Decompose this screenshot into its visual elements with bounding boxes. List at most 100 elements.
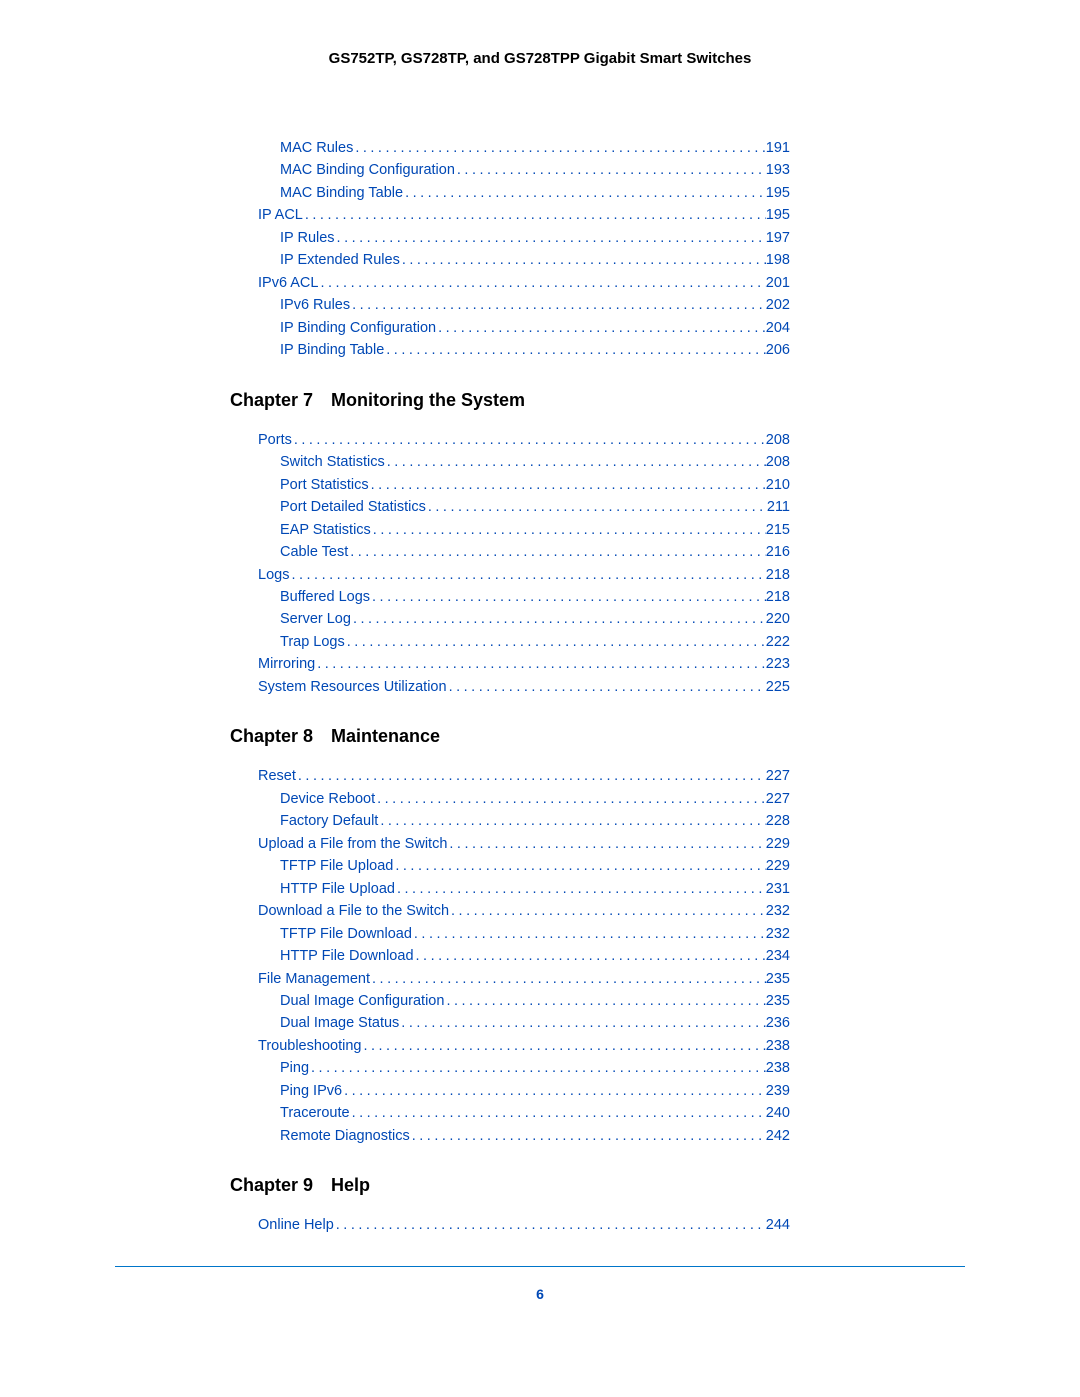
toc-entry-page: 197 [766,227,790,249]
toc-entry-label: Buffered Logs [280,586,370,608]
toc-leader-dots: ........................................… [426,496,767,518]
toc-leader-dots: ........................................… [289,564,765,586]
toc-entry-label: HTTP File Upload [280,878,395,900]
toc-entry[interactable]: Device Reboot...........................… [230,788,790,810]
toc-entry-page: 235 [766,990,790,1012]
toc-entry[interactable]: IPv6 ACL................................… [230,272,790,294]
toc-entry-label: Ping IPv6 [280,1080,342,1102]
toc-leader-dots: ........................................… [444,990,765,1012]
toc-entry[interactable]: Troubleshooting.........................… [230,1035,790,1057]
toc-entry-label: Dual Image Status [280,1012,399,1034]
toc-leader-dots: ........................................… [403,182,766,204]
toc-entry[interactable]: Download a File to the Switch...........… [230,900,790,922]
toc-leader-dots: ........................................… [353,137,765,159]
toc-leader-dots: ........................................… [385,451,766,473]
toc-leader-dots: ........................................… [447,676,766,698]
toc-entry[interactable]: Cable Test..............................… [230,541,790,563]
toc-entry[interactable]: IP Rules................................… [230,227,790,249]
toc-entry[interactable]: Mirroring...............................… [230,653,790,675]
toc-entry[interactable]: Online Help.............................… [230,1214,790,1236]
toc-entry-page: 204 [766,317,790,339]
toc-entry-page: 240 [766,1102,790,1124]
toc-leader-dots: ........................................… [378,810,765,832]
toc-entry-label: Ping [280,1057,309,1079]
toc-entry-label: TFTP File Upload [280,855,393,877]
toc-leader-dots: ........................................… [395,878,766,900]
toc-entry[interactable]: IP Binding Table........................… [230,339,790,361]
toc-entry-page: 220 [766,608,790,630]
toc-leader-dots: ........................................… [412,923,766,945]
toc-entry-label: Dual Image Configuration [280,990,444,1012]
toc-entry-label: Remote Diagnostics [280,1125,410,1147]
toc-leader-dots: ........................................… [303,204,766,226]
toc-leader-dots: ........................................… [292,429,766,451]
toc-entry[interactable]: Ports...................................… [230,429,790,451]
toc-entry[interactable]: MAC Binding Table.......................… [230,182,790,204]
toc-entry[interactable]: Factory Default.........................… [230,810,790,832]
toc-entry[interactable]: IP ACL..................................… [230,204,790,226]
toc-entry-page: 208 [766,429,790,451]
toc-entry-label: Mirroring [258,653,315,675]
toc-entry-page: 215 [766,519,790,541]
toc-leader-dots: ........................................… [399,1012,766,1034]
toc-entry-label: IP ACL [258,204,303,226]
toc-leader-dots: ........................................… [351,608,766,630]
toc-entry[interactable]: HTTP File Download......................… [230,945,790,967]
toc-entry[interactable]: IPv6 Rules..............................… [230,294,790,316]
toc-entry[interactable]: Dual Image Status.......................… [230,1012,790,1034]
toc-entry[interactable]: IP Binding Configuration................… [230,317,790,339]
toc-entry-label: IP Binding Configuration [280,317,436,339]
toc-entry[interactable]: Traceroute..............................… [230,1102,790,1124]
toc-entry[interactable]: Port Statistics.........................… [230,474,790,496]
toc-entry[interactable]: System Resources Utilization............… [230,676,790,698]
toc-leader-dots: ........................................… [447,833,765,855]
toc-entry[interactable]: Ping....................................… [230,1057,790,1079]
toc-entry-page: 195 [766,182,790,204]
toc-leader-dots: ........................................… [369,474,766,496]
toc-entry-page: 242 [766,1125,790,1147]
toc-entry[interactable]: HTTP File Upload........................… [230,878,790,900]
toc-entry-label: IPv6 ACL [258,272,318,294]
toc-leader-dots: ........................................… [371,519,766,541]
toc-entry-label: System Resources Utilization [258,676,447,698]
toc-leader-dots: ........................................… [370,968,766,990]
toc-entry[interactable]: Server Log..............................… [230,608,790,630]
toc-entry[interactable]: Reset...................................… [230,765,790,787]
toc-entry[interactable]: Trap Logs...............................… [230,631,790,653]
toc-entry-label: Device Reboot [280,788,375,810]
toc-entry-page: 236 [766,1012,790,1034]
toc-entry-label: Logs [258,564,289,586]
toc-entry[interactable]: File Management.........................… [230,968,790,990]
toc-entry[interactable]: Remote Diagnostics......................… [230,1125,790,1147]
toc-leader-dots: ........................................… [315,653,766,675]
toc-entry-page: 198 [766,249,790,271]
toc-entry-page: 202 [766,294,790,316]
toc-entry[interactable]: TFTP File Download......................… [230,923,790,945]
toc-entry-label: MAC Binding Configuration [280,159,455,181]
toc-entry[interactable]: Upload a File from the Switch...........… [230,833,790,855]
toc-entry[interactable]: IP Extended Rules.......................… [230,249,790,271]
toc-entry-label: IPv6 Rules [280,294,350,316]
toc-entry[interactable]: MAC Rules...............................… [230,137,790,159]
chapter-heading: Chapter 8 Maintenance [230,726,790,747]
toc-entry[interactable]: Dual Image Configuration................… [230,990,790,1012]
toc-entry[interactable]: Port Detailed Statistics................… [230,496,790,518]
toc-entry-page: 191 [766,137,790,159]
toc-entry-page: 229 [766,833,790,855]
toc-entry[interactable]: Logs....................................… [230,564,790,586]
toc-entry-label: MAC Binding Table [280,182,403,204]
toc-entry[interactable]: Ping IPv6...............................… [230,1080,790,1102]
toc-entry[interactable]: MAC Binding Configuration...............… [230,159,790,181]
toc-entry-page: 239 [766,1080,790,1102]
toc-entry-label: Switch Statistics [280,451,385,473]
toc-entry-page: 208 [766,451,790,473]
toc-entry[interactable]: Switch Statistics.......................… [230,451,790,473]
toc-entry[interactable]: Buffered Logs...........................… [230,586,790,608]
toc-entry-label: Factory Default [280,810,378,832]
toc-entry[interactable]: TFTP File Upload........................… [230,855,790,877]
toc-entry-page: 227 [766,788,790,810]
toc-leader-dots: ........................................… [361,1035,765,1057]
toc-entry-page: 218 [766,586,790,608]
toc-leader-dots: ........................................… [384,339,766,361]
toc-entry[interactable]: EAP Statistics..........................… [230,519,790,541]
